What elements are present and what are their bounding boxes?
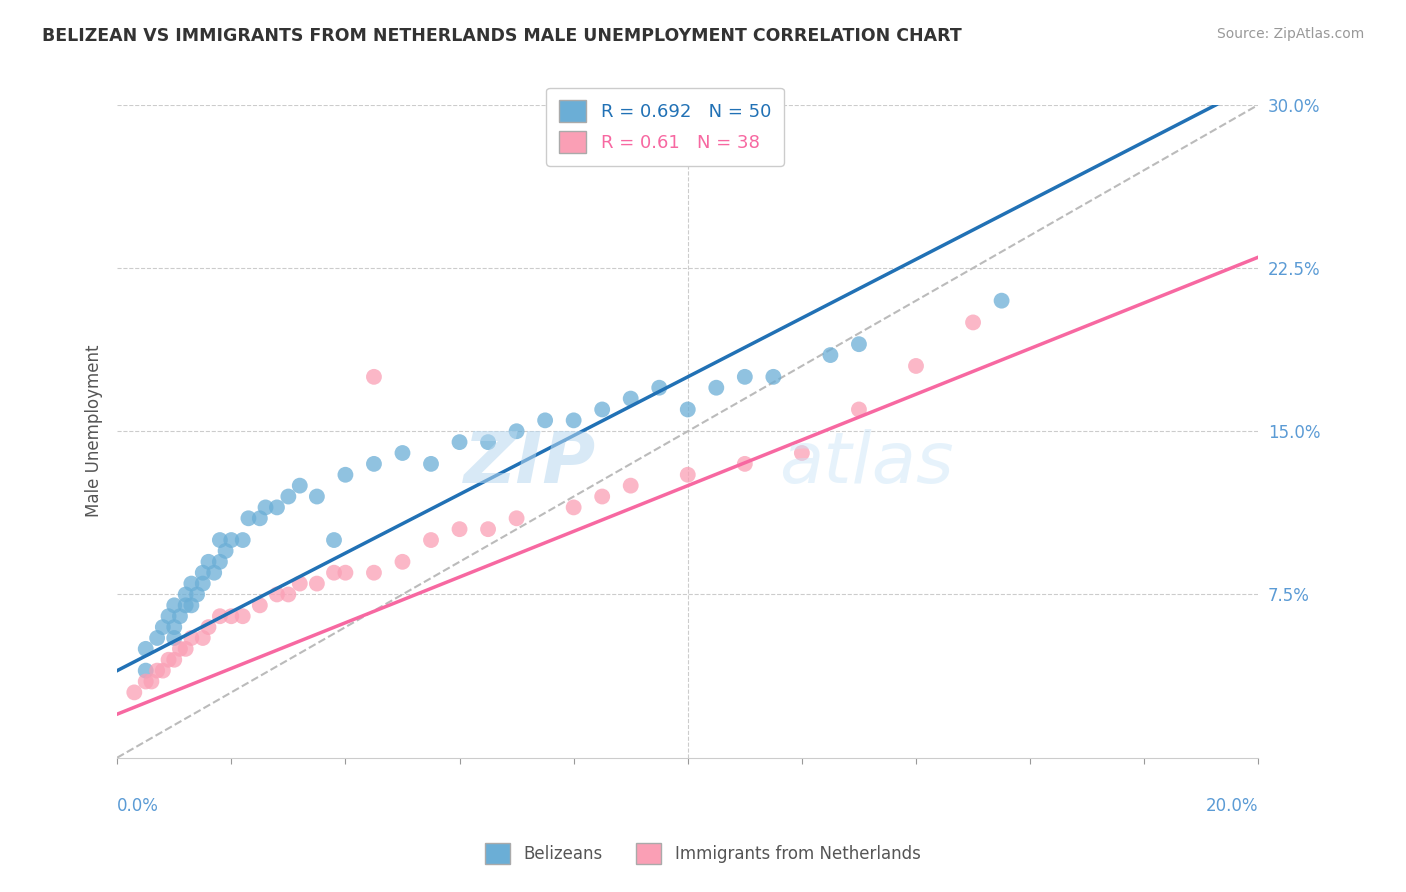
Point (146, 664, 169, 678)
Point (135, 641, 157, 656)
Point (323, 566, 346, 580)
Point (477, 435, 499, 450)
Point (990, 293, 1012, 308)
Point (152, 620, 174, 634)
Text: atlas: atlas (779, 429, 953, 499)
Point (534, 413, 557, 427)
Point (591, 402, 613, 417)
Point (124, 685, 146, 699)
Point (249, 511, 271, 525)
Point (202, 566, 225, 580)
Point (734, 457, 756, 471)
Point (676, 402, 699, 417)
Point (420, 457, 443, 471)
Point (323, 533, 346, 547)
Point (848, 337, 870, 351)
Point (790, 446, 813, 460)
Point (180, 599, 202, 613)
Point (477, 522, 499, 536)
Point (174, 587, 197, 601)
Point (221, 533, 243, 547)
Point (169, 609, 191, 624)
Point (163, 653, 186, 667)
Point (174, 641, 197, 656)
Point (704, 381, 727, 395)
Point (288, 576, 311, 591)
Point (620, 478, 643, 492)
Point (962, 315, 984, 329)
Point (208, 555, 231, 569)
Text: Source: ZipAtlas.com: Source: ZipAtlas.com (1216, 27, 1364, 41)
Point (335, 566, 357, 580)
Legend: Belizeans, Immigrants from Netherlands: Belizeans, Immigrants from Netherlands (479, 837, 927, 871)
Point (305, 576, 328, 591)
Point (232, 533, 254, 547)
Point (146, 631, 169, 645)
Point (174, 599, 197, 613)
Point (141, 674, 163, 689)
Text: 20.0%: 20.0% (1206, 797, 1258, 814)
Point (152, 664, 174, 678)
Point (648, 381, 671, 395)
Point (214, 544, 236, 558)
Point (391, 446, 413, 460)
Point (163, 631, 186, 645)
Point (363, 369, 385, 384)
Point (163, 599, 186, 613)
Point (232, 609, 254, 624)
Point (505, 424, 527, 438)
Text: ZIP: ZIP (464, 429, 596, 499)
Point (277, 490, 299, 504)
Point (762, 369, 785, 384)
Point (191, 566, 214, 580)
Point (254, 500, 277, 515)
Point (505, 511, 527, 525)
Point (363, 566, 385, 580)
Point (163, 620, 186, 634)
Point (676, 467, 699, 482)
Point (449, 435, 471, 450)
Point (157, 609, 180, 624)
Point (208, 609, 231, 624)
Point (208, 533, 231, 547)
Point (266, 500, 288, 515)
Point (135, 674, 157, 689)
Point (180, 631, 202, 645)
Y-axis label: Male Unemployment: Male Unemployment (86, 345, 103, 517)
Point (266, 587, 288, 601)
Point (335, 467, 357, 482)
Point (562, 500, 585, 515)
Point (734, 369, 756, 384)
Point (904, 359, 927, 373)
Point (221, 609, 243, 624)
Point (169, 641, 191, 656)
Point (157, 653, 180, 667)
Point (820, 348, 842, 362)
Point (186, 587, 208, 601)
Point (305, 490, 328, 504)
Point (135, 664, 157, 678)
Text: 0.0%: 0.0% (117, 797, 159, 814)
Point (288, 478, 311, 492)
Point (238, 511, 260, 525)
Point (391, 555, 413, 569)
Point (191, 631, 214, 645)
Text: BELIZEAN VS IMMIGRANTS FROM NETHERLANDS MALE UNEMPLOYMENT CORRELATION CHART: BELIZEAN VS IMMIGRANTS FROM NETHERLANDS … (42, 27, 962, 45)
Point (197, 620, 219, 634)
Point (363, 457, 385, 471)
Point (848, 402, 870, 417)
Point (449, 522, 471, 536)
Point (620, 392, 643, 406)
Point (180, 576, 202, 591)
Point (591, 490, 613, 504)
Point (562, 413, 585, 427)
Point (197, 555, 219, 569)
Point (420, 533, 443, 547)
Legend: R = 0.692   N = 50, R = 0.61   N = 38: R = 0.692 N = 50, R = 0.61 N = 38 (547, 87, 783, 166)
Point (277, 587, 299, 601)
Point (249, 599, 271, 613)
Point (191, 576, 214, 591)
